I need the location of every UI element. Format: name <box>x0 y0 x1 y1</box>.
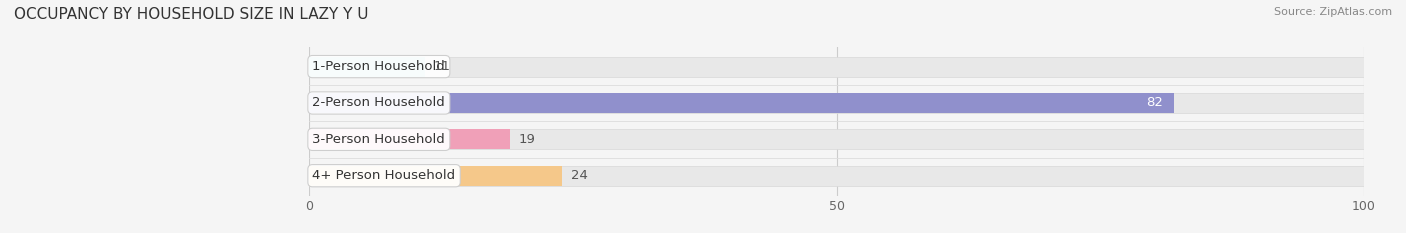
Bar <box>309 129 1364 149</box>
Bar <box>309 166 562 186</box>
Text: 24: 24 <box>571 169 588 182</box>
Bar <box>309 166 1364 186</box>
Text: 2-Person Household: 2-Person Household <box>312 96 446 110</box>
Text: Source: ZipAtlas.com: Source: ZipAtlas.com <box>1274 7 1392 17</box>
Bar <box>309 129 509 149</box>
Text: 11: 11 <box>433 60 451 73</box>
Bar <box>309 93 1364 113</box>
Text: 4+ Person Household: 4+ Person Household <box>312 169 456 182</box>
Text: 1-Person Household: 1-Person Household <box>312 60 446 73</box>
Text: OCCUPANCY BY HOUSEHOLD SIZE IN LAZY Y U: OCCUPANCY BY HOUSEHOLD SIZE IN LAZY Y U <box>14 7 368 22</box>
Bar <box>309 57 425 77</box>
Bar <box>309 93 1174 113</box>
Text: 3-Person Household: 3-Person Household <box>312 133 446 146</box>
Bar <box>309 57 1364 77</box>
Text: 19: 19 <box>517 133 536 146</box>
Text: 82: 82 <box>1146 96 1164 110</box>
